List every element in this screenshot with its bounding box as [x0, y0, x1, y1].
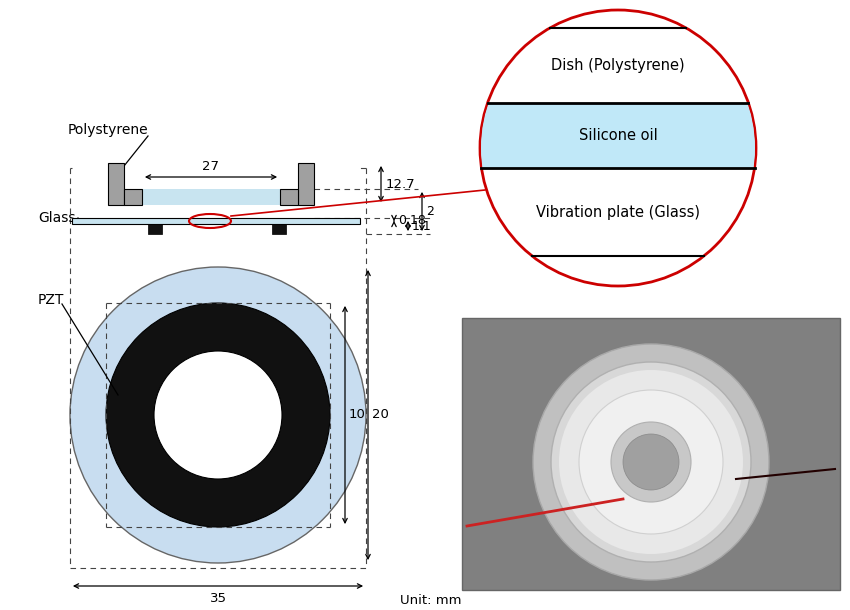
Bar	[124, 189, 142, 205]
Text: 27: 27	[202, 160, 219, 173]
Bar	[72, 218, 360, 224]
Text: 2: 2	[426, 205, 434, 218]
Text: 20: 20	[372, 409, 388, 422]
Text: 35: 35	[209, 592, 226, 605]
Circle shape	[106, 303, 330, 527]
Circle shape	[611, 422, 691, 502]
Text: PZT: PZT	[38, 293, 65, 307]
Text: Silicone oil: Silicone oil	[579, 128, 657, 143]
Bar	[272, 224, 286, 234]
Bar	[148, 224, 162, 234]
Text: Polystyrene: Polystyrene	[68, 123, 149, 137]
Bar	[280, 189, 298, 205]
Bar	[124, 189, 298, 205]
Circle shape	[559, 370, 743, 554]
Text: Vibration plate (Glass): Vibration plate (Glass)	[536, 204, 700, 220]
Circle shape	[154, 351, 282, 479]
Bar	[298, 163, 314, 205]
Circle shape	[480, 10, 756, 286]
Text: 1.1: 1.1	[412, 220, 432, 232]
Text: 12.7: 12.7	[386, 178, 416, 190]
Bar	[462, 318, 840, 590]
Text: Glass: Glass	[38, 211, 76, 225]
Bar	[480, 103, 756, 168]
Bar	[108, 163, 124, 205]
Text: 0.18: 0.18	[398, 215, 426, 228]
Text: 10: 10	[349, 409, 366, 422]
Circle shape	[533, 344, 769, 580]
Text: Dish (Polystyrene): Dish (Polystyrene)	[551, 58, 685, 73]
Text: Unit: mm: Unit: mm	[400, 594, 462, 606]
Circle shape	[551, 362, 751, 562]
Circle shape	[70, 267, 366, 563]
Circle shape	[579, 390, 723, 534]
Circle shape	[623, 434, 679, 490]
